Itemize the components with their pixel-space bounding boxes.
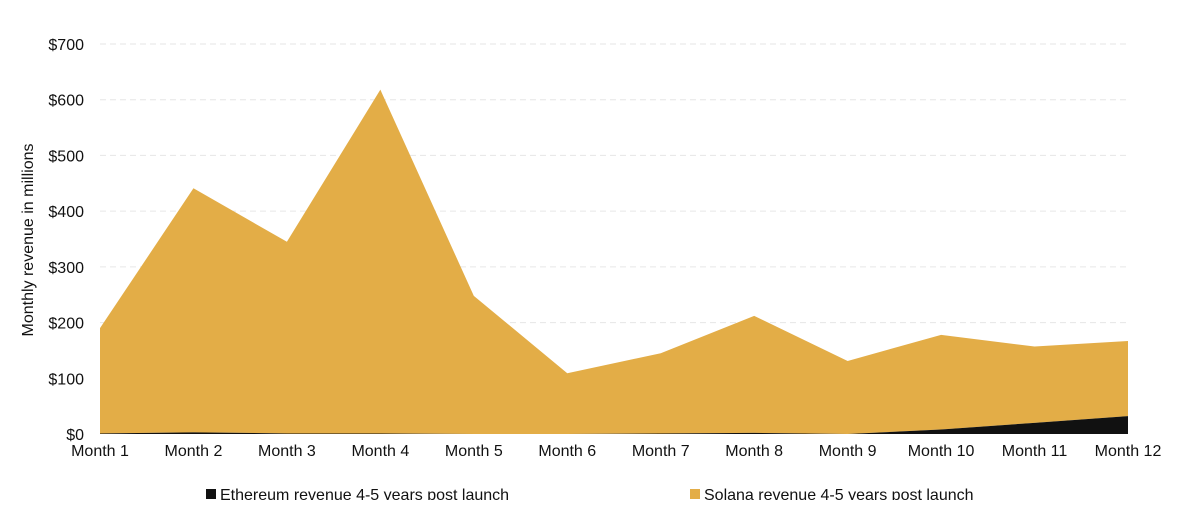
y-tick-label: $100	[48, 371, 84, 388]
area-series-group	[100, 89, 1128, 434]
y-tick-label: $200	[48, 316, 84, 333]
x-tick-label: Month 3	[258, 443, 316, 460]
x-tick-label: Month 8	[725, 443, 783, 460]
y-tick-label: $600	[48, 93, 84, 110]
y-tick-label: $300	[48, 260, 84, 277]
x-tick-label: Month 2	[165, 443, 223, 460]
x-tick-label: Month 11	[1002, 443, 1068, 460]
x-axis-ticks: Month 1 Month 2 Month 3 Month 4 Month 5 Month…	[71, 443, 1161, 460]
legend-label: Ethereum revenue 4-5 years post launch	[220, 487, 509, 500]
y-tick-label: $700	[48, 37, 84, 54]
x-tick-label: Month 4	[351, 443, 409, 460]
y-tick-label: $400	[48, 204, 84, 221]
y-tick-label: $0	[66, 427, 84, 444]
x-tick-label: Month 5	[445, 443, 503, 460]
y-axis-title: Monthly revenue in millions	[20, 144, 37, 337]
area-series-solana	[100, 89, 1128, 434]
x-tick-label: Month 12	[1095, 443, 1162, 460]
x-tick-label: Month 7	[632, 443, 690, 460]
legend-label: Solana revenue 4-5 years post launch	[704, 487, 974, 500]
legend-item: Solana revenue 4-5 years post launch	[690, 487, 974, 504]
x-tick-label: Month 1	[71, 443, 129, 460]
legend-item: Ethereum revenue 4-5 years post launch	[206, 487, 509, 504]
x-tick-label: Month 9	[819, 443, 877, 460]
legend-swatch	[206, 489, 216, 499]
y-axis-ticks: $0 $100 $200 $300 $400 $500 $600 $700	[48, 37, 84, 444]
x-tick-label: Month 6	[538, 443, 596, 460]
legend: Ethereum revenue 4-5 years post launch So…	[206, 487, 974, 504]
legend-swatch	[690, 489, 700, 499]
y-tick-label: $500	[48, 148, 84, 165]
area-series-ethereum	[100, 416, 1128, 434]
x-tick-label: Month 10	[908, 443, 975, 460]
